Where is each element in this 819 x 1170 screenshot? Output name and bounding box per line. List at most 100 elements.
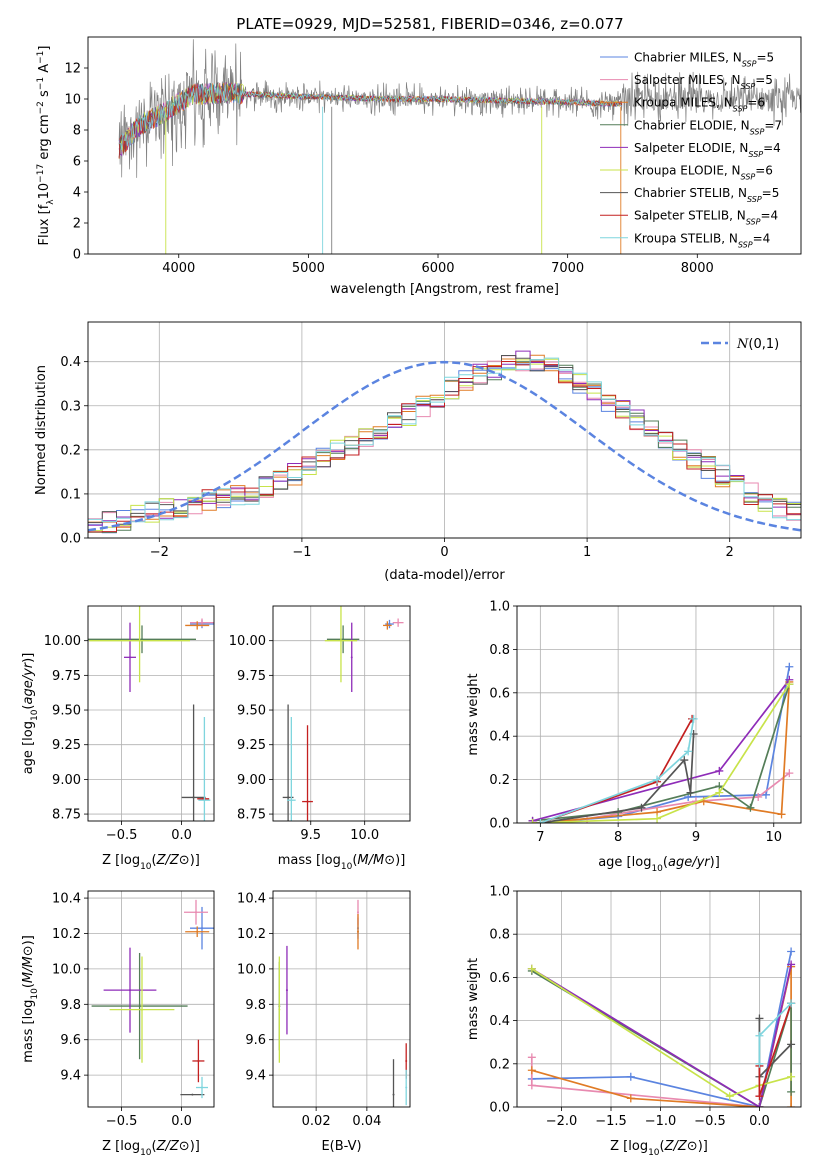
label-part: A [37, 64, 52, 77]
label-part: Z [log [610, 1139, 648, 1154]
x-tick-label: 4000 [162, 261, 195, 276]
series-marker-8 [755, 1059, 764, 1068]
panels: 4000 5000 6000 7000 8000024681012wavelength … [21, 36, 802, 1158]
y-tick-label: 0.4 [489, 1014, 510, 1029]
point-0 [388, 623, 391, 626]
points [88, 606, 214, 821]
x-tick-label: 10 [765, 830, 782, 845]
y-tick-label: 9.00 [52, 773, 81, 788]
label-part: mass [log [21, 1000, 36, 1063]
series-line-4 [531, 964, 792, 1107]
legend-entry: N(0,1) [736, 337, 779, 352]
series-line-7 [540, 718, 693, 823]
label-part: 10 [37, 183, 52, 200]
legend-sub: SSP [733, 104, 748, 113]
legend-entry-6: Chabrier STELIB, NSSP=5 [634, 186, 779, 204]
axes-frame [87, 36, 802, 255]
x-tick-label: −1.5 [595, 1114, 627, 1129]
points [91, 899, 214, 1099]
point-7 [202, 797, 205, 800]
y-tick-label: 10.4 [52, 892, 81, 907]
y-tick-label: 9.50 [52, 704, 81, 719]
point-1 [397, 621, 400, 624]
legend-sub: SSP [746, 217, 761, 226]
y-tick-label: 1.0 [489, 885, 510, 900]
y-tick-label: 9.4 [60, 1069, 81, 1084]
y-tick-label: 0.6 [489, 686, 510, 701]
legend-sub: SSP [750, 127, 765, 136]
x-tick-label: −0.5 [694, 1114, 726, 1129]
label-part: 10 [140, 862, 152, 872]
axes-frame [516, 890, 802, 1108]
series-marker-6 [680, 756, 689, 765]
series-line-5 [531, 968, 792, 1098]
series-marker-5 [653, 814, 662, 823]
label-part: 10 [140, 1148, 152, 1158]
series-marker-5 [787, 1072, 796, 1081]
legend-entry-8: Kroupa STELIB, NSSP=4 [634, 231, 770, 249]
x-tick-label: 7000 [551, 261, 584, 276]
points [278, 899, 408, 1107]
label-part: −2 [36, 101, 46, 114]
series [528, 662, 794, 823]
label-part: age/yr [21, 661, 36, 704]
legend-entry-1: Salpeter MILES, NSSP=5 [634, 73, 773, 91]
series-marker-4 [715, 766, 724, 775]
legend-text: Chabrier STELIB, N [634, 186, 747, 200]
x-tick-label: 10.0 [350, 828, 379, 843]
x-axis-label: wavelength [Angstrom, rest frame] [330, 282, 559, 297]
series-marker-0 [785, 662, 794, 671]
label-part: age [log [21, 721, 36, 774]
legend-value: =4 [763, 141, 781, 155]
y-axis-label: mass weight [466, 673, 481, 755]
legend-text: Salpeter ELODIE, N [634, 141, 748, 155]
legend-sub: SSP [738, 240, 753, 249]
label-part: 10 [648, 1148, 660, 1158]
spectrum-lines [118, 39, 801, 254]
mass_vs_ebv-panel: 0.02 0.04 9.4 9.6 9.8 10.0 10.2 10.4 E(B-V) [237, 890, 411, 1154]
legend-sub: SSP [741, 82, 756, 91]
y-axis-label: mass weight [466, 958, 481, 1040]
y-tick-label: 9.8 [60, 998, 81, 1013]
mass_weight_vs_z-panel: −2.0 −1.5 −1.0 −0.5 0.0 0.0 0.2 0.4 0.6 0.8 1.0 Z [… [466, 885, 802, 1158]
histograms [88, 350, 801, 534]
legend-text: (0,1) [748, 337, 779, 352]
x-tick-label: 9 [692, 830, 700, 845]
y-tick-label: 10.2 [52, 927, 81, 942]
point-5 [141, 1008, 143, 1011]
series-marker-8 [755, 1031, 764, 1040]
series-marker-6 [787, 1040, 796, 1049]
y-tick-label: 8.75 [237, 808, 266, 823]
normal-curve [88, 360, 801, 532]
y-tick-label: 9.75 [52, 669, 81, 684]
x-tick-label: 0.02 [302, 1114, 331, 1129]
legend-entry-3: Chabrier ELODIE, NSSP=7 [634, 118, 782, 136]
point-2 [356, 930, 359, 933]
label-part: Z [log [102, 1139, 140, 1154]
point-1 [195, 911, 197, 914]
label-part: E(B-V) [321, 1139, 361, 1154]
y-tick-label: 9.6 [60, 1033, 81, 1048]
label-part: ( [352, 853, 357, 868]
x-tick-label: 5000 [292, 261, 325, 276]
legend-entry-4: Salpeter ELODIE, NSSP=4 [634, 141, 781, 159]
label-part: −1 [36, 77, 46, 90]
legend-sub: SSP [748, 149, 763, 158]
point-7 [405, 1059, 408, 1062]
label-part: )] [190, 1139, 200, 1154]
x-tick-label: 0.0 [749, 1114, 770, 1129]
figure-title: PLATE=0929, MJD=52581, FIBERID=0346, z=0… [236, 15, 623, 33]
series-marker-2 [777, 810, 786, 819]
x-axis-label: (data-model)/error [384, 568, 505, 583]
point-8 [290, 799, 293, 802]
series-line-8 [540, 718, 695, 823]
point-4 [350, 656, 353, 659]
legend-value: =7 [764, 118, 782, 132]
series-line-5 [532, 683, 791, 823]
legend-value: =5 [762, 186, 780, 200]
label-part: ( [21, 983, 36, 988]
axes-frame [87, 321, 802, 539]
series-marker-1 [527, 1053, 536, 1062]
observed-spectrum [118, 39, 801, 178]
